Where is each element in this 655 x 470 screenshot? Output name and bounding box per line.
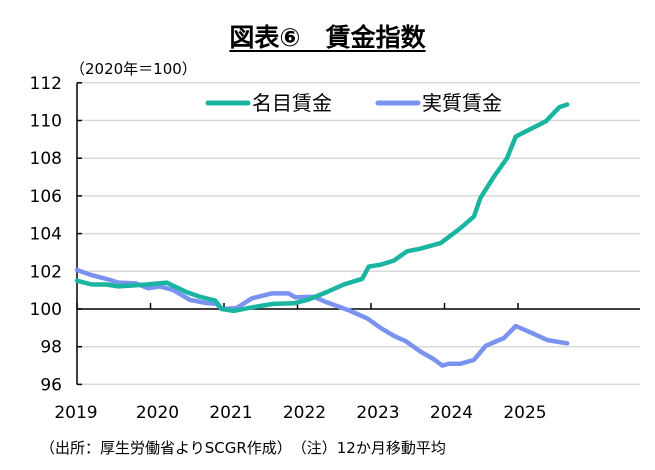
y-tick-label: 100	[30, 300, 62, 320]
y-tick-label: 102	[30, 262, 62, 282]
x-tick-label: 2021	[209, 403, 252, 423]
chart-title: 図表⑥ 賃金指数	[0, 18, 655, 54]
x-tick-label: 2020	[136, 403, 179, 423]
y-tick-label: 112	[30, 74, 62, 94]
y-tick-label: 106	[30, 187, 62, 207]
source-note: （出所：厚生労働省よりSCGR作成） （注）12か月移動平均	[40, 439, 446, 457]
x-tick-label: 2023	[356, 403, 399, 423]
legend-label: 名目賃金	[252, 91, 332, 115]
chart-title-text: 図表⑥ 賃金指数	[229, 23, 426, 52]
y-tick-label: 108	[30, 149, 62, 169]
series-line-real-wages	[74, 267, 570, 368]
unit-label: （2020年＝100）	[70, 60, 197, 78]
x-tick-label: 2022	[283, 403, 326, 423]
series-line-nominal-wages	[74, 102, 570, 314]
y-tick-label: 96	[40, 375, 62, 395]
y-tick-label: 110	[30, 112, 62, 132]
x-tick-label: 2025	[503, 403, 546, 423]
y-tick-label: 104	[30, 225, 62, 245]
x-tick-label: 2024	[430, 403, 473, 423]
x-tick-label: 2019	[54, 403, 97, 423]
y-tick-label: 98	[40, 338, 62, 358]
legend-label: 実質賃金	[422, 91, 502, 115]
